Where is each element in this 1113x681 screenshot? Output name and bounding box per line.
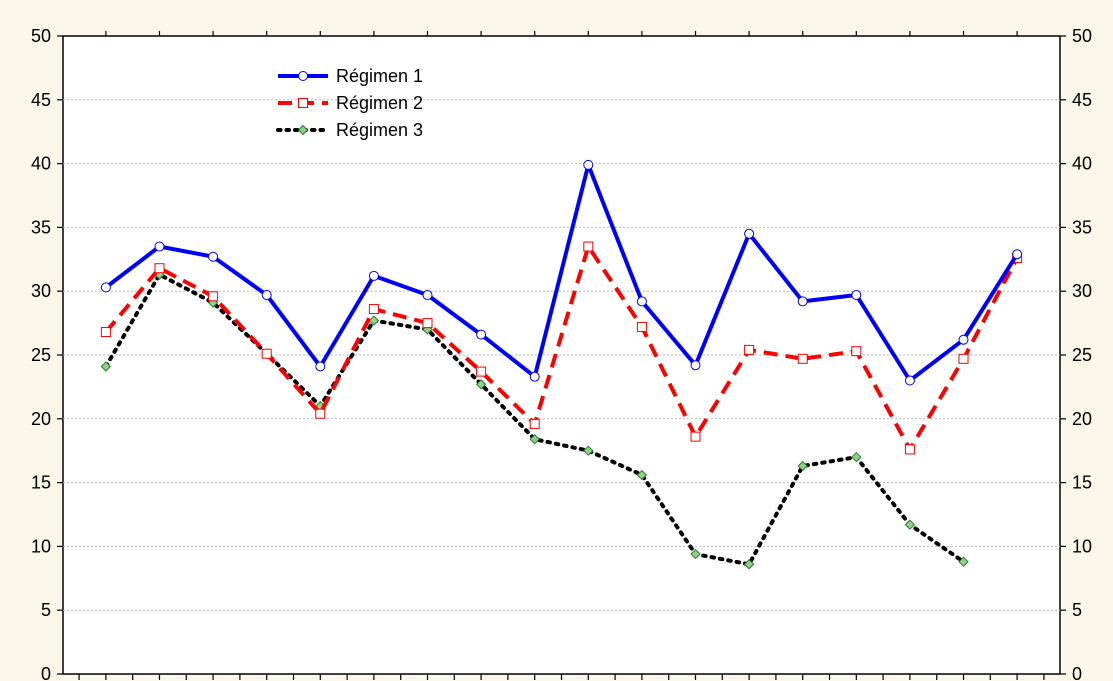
data-point-1 <box>851 290 862 301</box>
y-tick-label-left: 40 <box>31 154 51 174</box>
y-tick-label-right: 40 <box>1072 154 1092 174</box>
y-tick-label-left: 20 <box>31 409 51 429</box>
data-point-2 <box>744 344 755 355</box>
data-point-2 <box>636 321 647 332</box>
axes: 0 0 5 5 10 10 15 15 20 20 25 25 30 30 35 35 40 40 45 45 50 50 <box>31 26 1092 681</box>
data-point-3 <box>743 559 755 570</box>
y-tick-label-left: 35 <box>31 217 51 237</box>
y-tick-label-right: 0 <box>1072 664 1082 681</box>
data-point-2 <box>904 444 915 455</box>
data-point-1 <box>154 241 165 252</box>
data-point-3 <box>690 548 701 560</box>
data-point-1 <box>422 290 433 301</box>
data-point-2 <box>208 291 219 302</box>
data-point-1 <box>797 296 808 307</box>
y-tick-label-right: 30 <box>1072 281 1092 301</box>
y-tick-label-left: 5 <box>41 600 51 620</box>
series-group <box>100 159 1023 570</box>
series-line-1 <box>104 162 1019 383</box>
data-point-3 <box>958 556 969 567</box>
y-tick-label-right: 50 <box>1072 26 1092 46</box>
y-tick-label-left: 45 <box>31 90 51 110</box>
data-point-1 <box>368 270 379 281</box>
data-point-1 <box>904 375 915 386</box>
y-tick-label-left: 15 <box>31 473 51 493</box>
data-point-2 <box>797 353 808 364</box>
legend-label: Régimen 3 <box>336 120 423 140</box>
y-tick-label-left: 25 <box>31 345 51 365</box>
legend-item-1: Régimen 1 <box>278 66 423 86</box>
data-point-2 <box>583 241 594 252</box>
data-point-2 <box>261 348 272 359</box>
data-point-2 <box>368 304 379 315</box>
y-tick-label-right: 5 <box>1072 600 1082 620</box>
data-point-1 <box>583 159 594 170</box>
data-point-3 <box>797 460 808 472</box>
data-point-2 <box>851 346 862 357</box>
data-point-1 <box>1012 249 1023 260</box>
data-point-2 <box>958 353 969 364</box>
series-1 <box>100 159 1023 386</box>
data-point-3 <box>851 451 862 463</box>
y-tick-label-right: 25 <box>1072 345 1092 365</box>
y-tick-label-left: 30 <box>31 281 51 301</box>
data-point-3 <box>475 379 487 390</box>
data-point-3 <box>368 315 380 326</box>
data-point-2 <box>529 418 540 429</box>
legend-item-2: Régimen 2 <box>278 93 423 113</box>
legend-swatch-marker <box>298 71 308 81</box>
data-point-1 <box>261 290 272 301</box>
data-point-1 <box>958 334 969 345</box>
data-point-3 <box>529 434 540 445</box>
data-point-1 <box>476 329 487 340</box>
legend-label: Régimen 1 <box>336 66 423 86</box>
data-point-1 <box>744 228 755 239</box>
data-point-3 <box>636 469 648 481</box>
legend-swatch-marker <box>297 124 309 136</box>
series-line-2 <box>104 244 1019 452</box>
y-tick-label-right: 15 <box>1072 473 1092 493</box>
y-tick-label-left: 10 <box>31 536 51 556</box>
data-point-3 <box>583 445 594 456</box>
data-point-1 <box>100 282 111 293</box>
y-tick-label-left: 50 <box>31 26 51 46</box>
data-point-2 <box>690 431 701 442</box>
legend-label: Régimen 2 <box>336 93 423 113</box>
data-point-2 <box>154 263 165 274</box>
y-tick-label-right: 35 <box>1072 217 1092 237</box>
data-point-2 <box>100 327 111 338</box>
y-tick-label-right: 45 <box>1072 90 1092 110</box>
data-point-2 <box>315 408 326 419</box>
y-tick-label-right: 10 <box>1072 536 1092 556</box>
data-point-3 <box>904 519 916 530</box>
data-point-1 <box>690 360 701 371</box>
legend: Régimen 1 Régimen 2 Régimen 3 <box>276 66 423 140</box>
legend-swatch-marker <box>298 98 308 108</box>
data-point-3 <box>100 361 112 372</box>
data-point-2 <box>476 366 487 377</box>
series-2 <box>100 241 1023 455</box>
data-point-1 <box>208 251 219 262</box>
data-point-1 <box>315 361 326 372</box>
legend-item-3: Régimen 3 <box>276 120 423 140</box>
data-point-2 <box>422 318 433 329</box>
series-3 <box>100 269 969 570</box>
data-point-1 <box>529 371 540 382</box>
y-tick-label-left: 0 <box>41 664 51 681</box>
y-tick-label-right: 20 <box>1072 409 1092 429</box>
data-point-1 <box>636 296 647 307</box>
